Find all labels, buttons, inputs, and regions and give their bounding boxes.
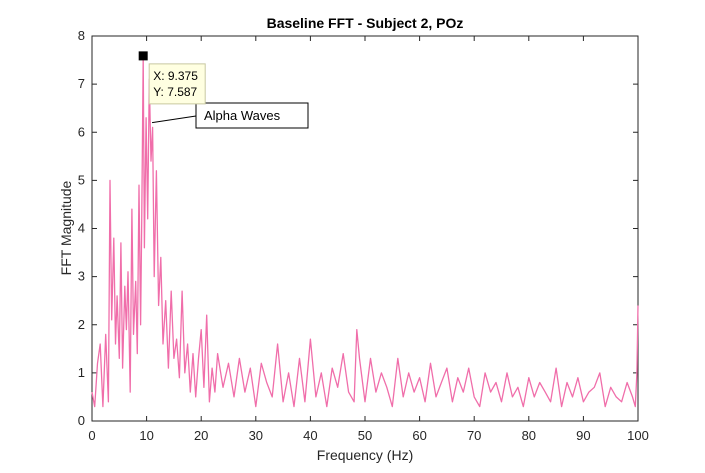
- data-tip[interactable]: X: 9.375 Y: 7.587: [138, 51, 206, 105]
- y-tick-label: 1: [78, 365, 85, 380]
- y-tick-label: 8: [78, 28, 85, 43]
- alpha-waves-annotation: Alpha Waves: [151, 102, 309, 129]
- x-tick-label: 20: [194, 428, 208, 443]
- y-tick-label: 7: [78, 76, 85, 91]
- y-tick-label: 4: [78, 221, 85, 236]
- x-tick-label: 10: [139, 428, 153, 443]
- series-layer: [91, 55, 639, 408]
- x-tick-label: 100: [627, 428, 649, 443]
- data-tip-box: [148, 63, 206, 105]
- y-tick-label: 2: [78, 317, 85, 332]
- y-tick-label: 0: [78, 413, 85, 428]
- x-tick-label: 90: [576, 428, 590, 443]
- data-tip-x-value: X: 9.375: [153, 69, 198, 83]
- x-axis-label: Frequency (Hz): [317, 447, 413, 463]
- x-tick-label: 70: [467, 428, 481, 443]
- annotation-box: [195, 102, 309, 129]
- x-tick-label: 60: [412, 428, 426, 443]
- annotation-text: Alpha Waves: [204, 108, 281, 123]
- chart-title: Baseline FFT - Subject 2, POz: [267, 15, 464, 31]
- fft-series-line-0: [91, 55, 639, 408]
- y-axis-label: FFT Magnitude: [58, 180, 74, 275]
- data-tip-y-value: Y: 7.587: [153, 85, 197, 99]
- x-tick-label: 0: [88, 428, 95, 443]
- x-tick-label: 80: [522, 428, 536, 443]
- y-tick-label: 5: [78, 172, 85, 187]
- y-tick-label: 6: [78, 124, 85, 139]
- x-tick-label: 30: [249, 428, 263, 443]
- annotation-arrow-line: [151, 115, 197, 124]
- y-tick-label: 3: [78, 269, 85, 284]
- axis-ticks: 0 10 20 30 40 50 60 70 80 90 100 0 1 2 3 4 5 6 7 8: [78, 28, 649, 443]
- x-tick-label: 50: [358, 428, 372, 443]
- x-tick-label: 40: [303, 428, 317, 443]
- data-tip-marker[interactable]: [138, 51, 148, 61]
